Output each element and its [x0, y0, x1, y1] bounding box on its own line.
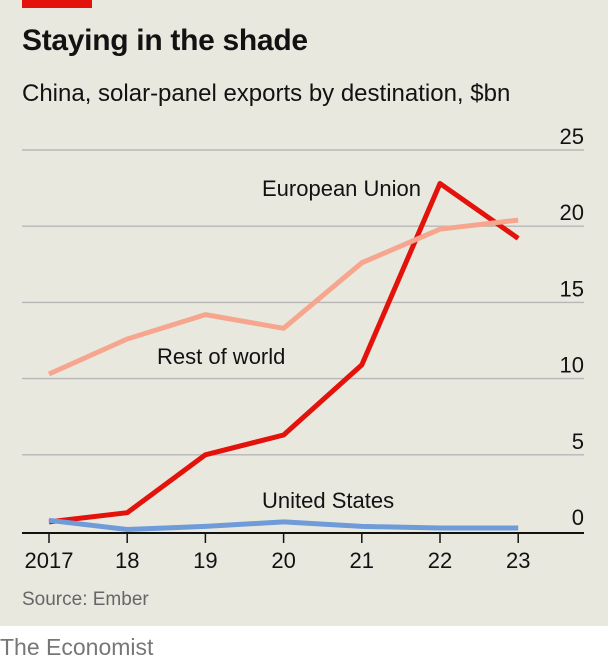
y-tick-label-15: 15 [560, 276, 584, 301]
series-label-rest-of-world: Rest of world [157, 344, 285, 369]
series-line-european-union [48, 181, 520, 525]
source-note: Source: Ember [22, 589, 149, 610]
x-tick-label-2017: 2017 [25, 548, 74, 573]
series-label-european-union: European Union [262, 176, 421, 201]
x-tick-label-2022: 22 [428, 548, 452, 573]
series-line-rest-of-world [47, 217, 519, 377]
x-tick-label-2019: 19 [193, 548, 217, 573]
series-label-united-states: United States [262, 488, 394, 513]
y-tick-label-5: 5 [572, 429, 584, 454]
x-tick-label-2023: 23 [506, 548, 530, 573]
y-tick-label-10: 10 [560, 353, 584, 378]
x-tick-label-2018: 18 [115, 548, 139, 573]
series-line-united-states [48, 517, 519, 532]
chart-title: Staying in the shade [22, 24, 308, 57]
line-chart: 0 5 10 15 20 25 2017 18 19 20 21 22 23 European Union… [22, 124, 584, 573]
chart-subtitle: China, solar-panel exports by destinatio… [22, 80, 511, 107]
y-tick-label-25: 25 [560, 124, 584, 149]
y-tick-label-20: 20 [560, 200, 584, 225]
x-tick-label-2020: 20 [271, 548, 295, 573]
x-tick-label-2021: 21 [350, 548, 374, 573]
publisher-brand: The Economist [0, 634, 154, 660]
brand-red-tab [22, 0, 92, 8]
y-tick-label-0: 0 [572, 505, 584, 530]
